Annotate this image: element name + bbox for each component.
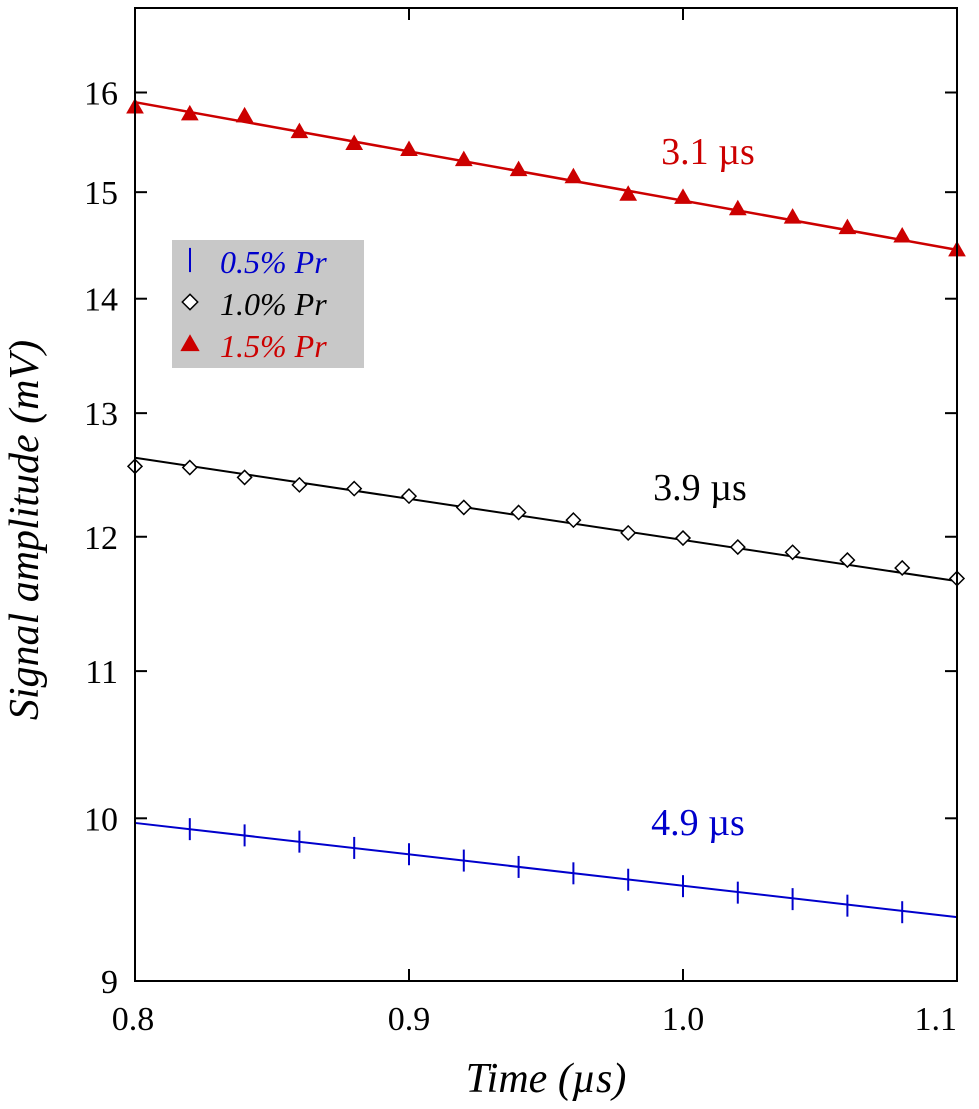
data-point [236,469,253,486]
y-axis-label: Signal amplitude (mV) [2,340,48,720]
y-tick-label: 15 [84,175,118,212]
data-point [838,218,857,235]
data-point [674,188,692,204]
data-point [400,488,418,505]
y-tick-label: 12 [84,520,118,557]
fit-label: 3.1 µs [661,131,755,173]
data-point [454,150,473,167]
data-point [620,524,637,541]
fit-line [134,100,958,252]
data-point [619,185,638,201]
data-point [509,160,528,177]
y-tick-label: 16 [84,76,118,113]
data-point [291,476,308,493]
data-point [400,140,418,157]
y-tick-label: 9 [101,964,118,1001]
data-point [728,199,747,216]
data-point [894,559,911,577]
y-tick-label: 14 [84,282,118,319]
data-point [346,480,363,497]
x-axis-label: Time (µs) [466,1056,627,1102]
data-point [674,529,692,547]
data-point [510,504,527,521]
y-tick-label: 13 [84,396,118,433]
data-point [180,104,199,121]
fit-label: 4.9 µs [651,802,745,844]
x-tick-label: 0.8 [112,1001,155,1038]
fit-line [134,456,958,583]
data-point [729,539,746,556]
data-point [235,106,254,123]
y-tick-label: 11 [85,654,118,691]
data-point [564,167,583,184]
legend-label: 1.5% Pr [220,328,327,364]
data-point [893,227,912,243]
x-tick-label: 1.0 [662,1001,705,1038]
chart-marks: 4.9 µs 3.9 µs 3.1 µs [126,98,966,929]
axis-ticks: 0.8 0.9 1.0 1.1 9 10 11 12 13 14 15 16 [84,8,958,1038]
legend-marker [181,293,199,311]
legend-marker [180,334,200,352]
x-tick-label: 1.1 [915,1001,958,1038]
x-tick-label: 0.9 [388,1001,431,1038]
data-point [181,459,198,476]
legend-label: 1.0% Pr [220,286,327,322]
legend-box [172,240,364,368]
plot-frame [134,7,958,982]
data-point [565,512,582,529]
data-point [784,544,801,561]
series-1 [134,811,958,929]
data-point [839,552,856,569]
data-point [290,122,309,139]
y-tick-label: 10 [84,801,118,838]
data-point [783,208,802,224]
series-2 [126,456,966,587]
legend-label: 0.5% Pr [220,244,327,280]
data-point [345,134,364,151]
legend: 0.5% Pr 1.0% Pr 1.5% Pr [172,240,364,368]
data-point [455,499,472,516]
fit-line [134,821,958,919]
fit-label: 3.9 µs [653,467,747,509]
